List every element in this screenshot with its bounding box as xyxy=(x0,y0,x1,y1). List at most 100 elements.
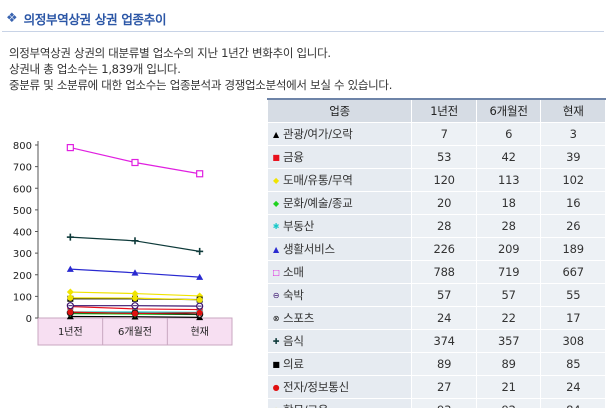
count-cell: 308 xyxy=(540,328,606,353)
category-name: 생활서비스 xyxy=(283,241,335,256)
count-cell: 21 xyxy=(475,374,542,399)
table-row: ●학문/교육939284 xyxy=(266,397,606,408)
count-cell: 22 xyxy=(475,305,542,330)
count-cell: 55 xyxy=(540,282,606,307)
data-point-marker xyxy=(131,158,139,167)
count-cell: 24 xyxy=(411,305,477,330)
category-cell: ■ 의료 xyxy=(266,351,413,376)
count-cell: 57 xyxy=(475,282,542,307)
count-cell: 7 xyxy=(411,121,477,146)
category-name: 전자/정보통신 xyxy=(283,379,349,394)
category-name: 부동산 xyxy=(283,218,315,233)
category-name: 도매/유통/무역 xyxy=(283,172,353,187)
count-cell: 209 xyxy=(475,236,542,261)
category-name: 관광/여가/오락 xyxy=(283,126,353,141)
data-point-marker xyxy=(196,170,204,178)
series-marker-icon: ◆ xyxy=(273,198,279,208)
count-cell: 18 xyxy=(475,190,542,215)
count-cell: 92 xyxy=(475,397,542,408)
page-title: 의정부역상권 상권 업종추이 xyxy=(23,11,167,27)
category-cell: ■ 금융 xyxy=(266,144,413,169)
count-cell: 26 xyxy=(540,213,606,238)
series-marker-icon: ▲ xyxy=(273,129,279,139)
count-cell: 189 xyxy=(540,236,606,261)
data-point-marker xyxy=(66,143,74,152)
y-tick-label: 500 xyxy=(13,206,32,217)
count-cell: 42 xyxy=(475,144,542,169)
data-point-marker xyxy=(131,290,139,298)
x-tick-label: 1년전 xyxy=(58,326,83,338)
count-cell: 16 xyxy=(540,190,606,215)
series-marker-icon: ⊗ xyxy=(272,313,280,323)
series-marker-icon: ▲ xyxy=(273,244,279,254)
count-cell: 89 xyxy=(411,351,477,376)
series-marker-icon: ● xyxy=(272,382,280,392)
data-point-marker xyxy=(196,273,204,280)
trend-line-chart: 1년전 6개월전 현재 0 100 200 300 400 500 600 700 800 xyxy=(13,141,233,346)
category-name: 의료 xyxy=(283,356,304,371)
diamond-bullet-icon: ❖ xyxy=(6,10,18,26)
series-marker-icon: ■ xyxy=(272,359,280,369)
count-cell: 113 xyxy=(475,167,542,192)
category-name: 스포츠 xyxy=(283,310,315,325)
category-cell: ● 전자/정보통신 xyxy=(266,374,413,399)
table-row: ⊖ 숙박 57 57 55 xyxy=(266,282,606,307)
x-axis-band xyxy=(37,317,233,346)
table-row: ⊗ 스포츠 24 22 17 xyxy=(266,305,606,330)
count-cell: 719 xyxy=(475,259,542,284)
y-tick-label: 200 xyxy=(13,271,32,282)
series-marker-icon: ■ xyxy=(272,152,280,162)
count-cell: 226 xyxy=(411,236,477,261)
category-cell: ⊗ 스포츠 xyxy=(266,305,413,330)
count-cell: 39 xyxy=(540,144,606,169)
category-cell: ◆ 도매/유통/무역 xyxy=(266,167,413,192)
count-cell: 788 xyxy=(411,259,477,284)
category-cell: ◆ 문화/예술/종교 xyxy=(266,190,413,215)
count-cell: 20 xyxy=(411,190,477,215)
count-cell: 24 xyxy=(540,374,606,399)
y-tick-label: 0 xyxy=(26,314,32,325)
title-divider xyxy=(2,31,604,32)
category-cell: ▲ 관광/여가/오락 xyxy=(266,121,413,146)
count-cell: 667 xyxy=(540,259,606,284)
count-cell: 120 xyxy=(411,167,477,192)
description-line-3: 중분류 및 소분류에 대한 업소수는 업종분석과 경쟁업소분석에서 보실 수 있… xyxy=(9,78,393,92)
description-line-1: 의정부역상권 상권의 대분류별 업소수의 지난 1년간 변화추이 입니다. xyxy=(9,46,331,60)
category-name: 숙박 xyxy=(283,287,304,302)
count-cell: 57 xyxy=(411,282,477,307)
table-row: ● 전자/정보통신 27 21 24 xyxy=(266,374,606,399)
header-current: 현재 xyxy=(540,98,606,123)
y-tick-label: 600 xyxy=(13,184,32,195)
data-point-marker xyxy=(66,288,74,296)
data-point-marker xyxy=(132,295,138,302)
category-name: 소매 xyxy=(283,264,304,279)
count-cell: 102 xyxy=(540,167,606,192)
count-cell: 28 xyxy=(475,213,542,238)
count-cell: 85 xyxy=(540,351,606,376)
series-marker-icon: ⊖ xyxy=(272,290,280,300)
count-cell: 84 xyxy=(540,397,606,408)
data-point-marker xyxy=(131,269,139,276)
count-cell: 27 xyxy=(411,374,477,399)
series-marker-icon: ✚ xyxy=(272,336,280,346)
count-cell: 357 xyxy=(475,328,542,353)
series-marker-icon: ◆ xyxy=(273,175,279,185)
data-point-marker xyxy=(67,294,74,301)
y-tick-label: 700 xyxy=(13,163,32,174)
count-cell: 89 xyxy=(475,351,542,376)
y-tick-label: 300 xyxy=(13,249,32,260)
category-cell: □ 소매 xyxy=(266,259,413,284)
count-cell: 6 xyxy=(475,121,542,146)
count-cell: 17 xyxy=(540,305,606,330)
table-row: ✚ 음식 374 357 308 xyxy=(266,328,606,353)
x-tick-label: 6개월전 xyxy=(118,326,152,338)
series-marker-icon: □ xyxy=(272,267,280,277)
data-point-marker xyxy=(196,309,203,316)
table-row: ✱ 부동산 28 28 26 xyxy=(266,213,606,238)
count-cell: 28 xyxy=(411,213,477,238)
table-row: ◆ 도매/유통/무역 120 113 102 xyxy=(266,167,606,192)
section-header: ❖ 의정부역상권 상권 업종추이 xyxy=(6,9,166,27)
table-row: ■ 금융 53 42 39 xyxy=(266,144,606,169)
table-row: ◆ 문화/예술/종교 20 18 16 xyxy=(266,190,606,215)
y-tick-label: 400 xyxy=(13,228,32,239)
